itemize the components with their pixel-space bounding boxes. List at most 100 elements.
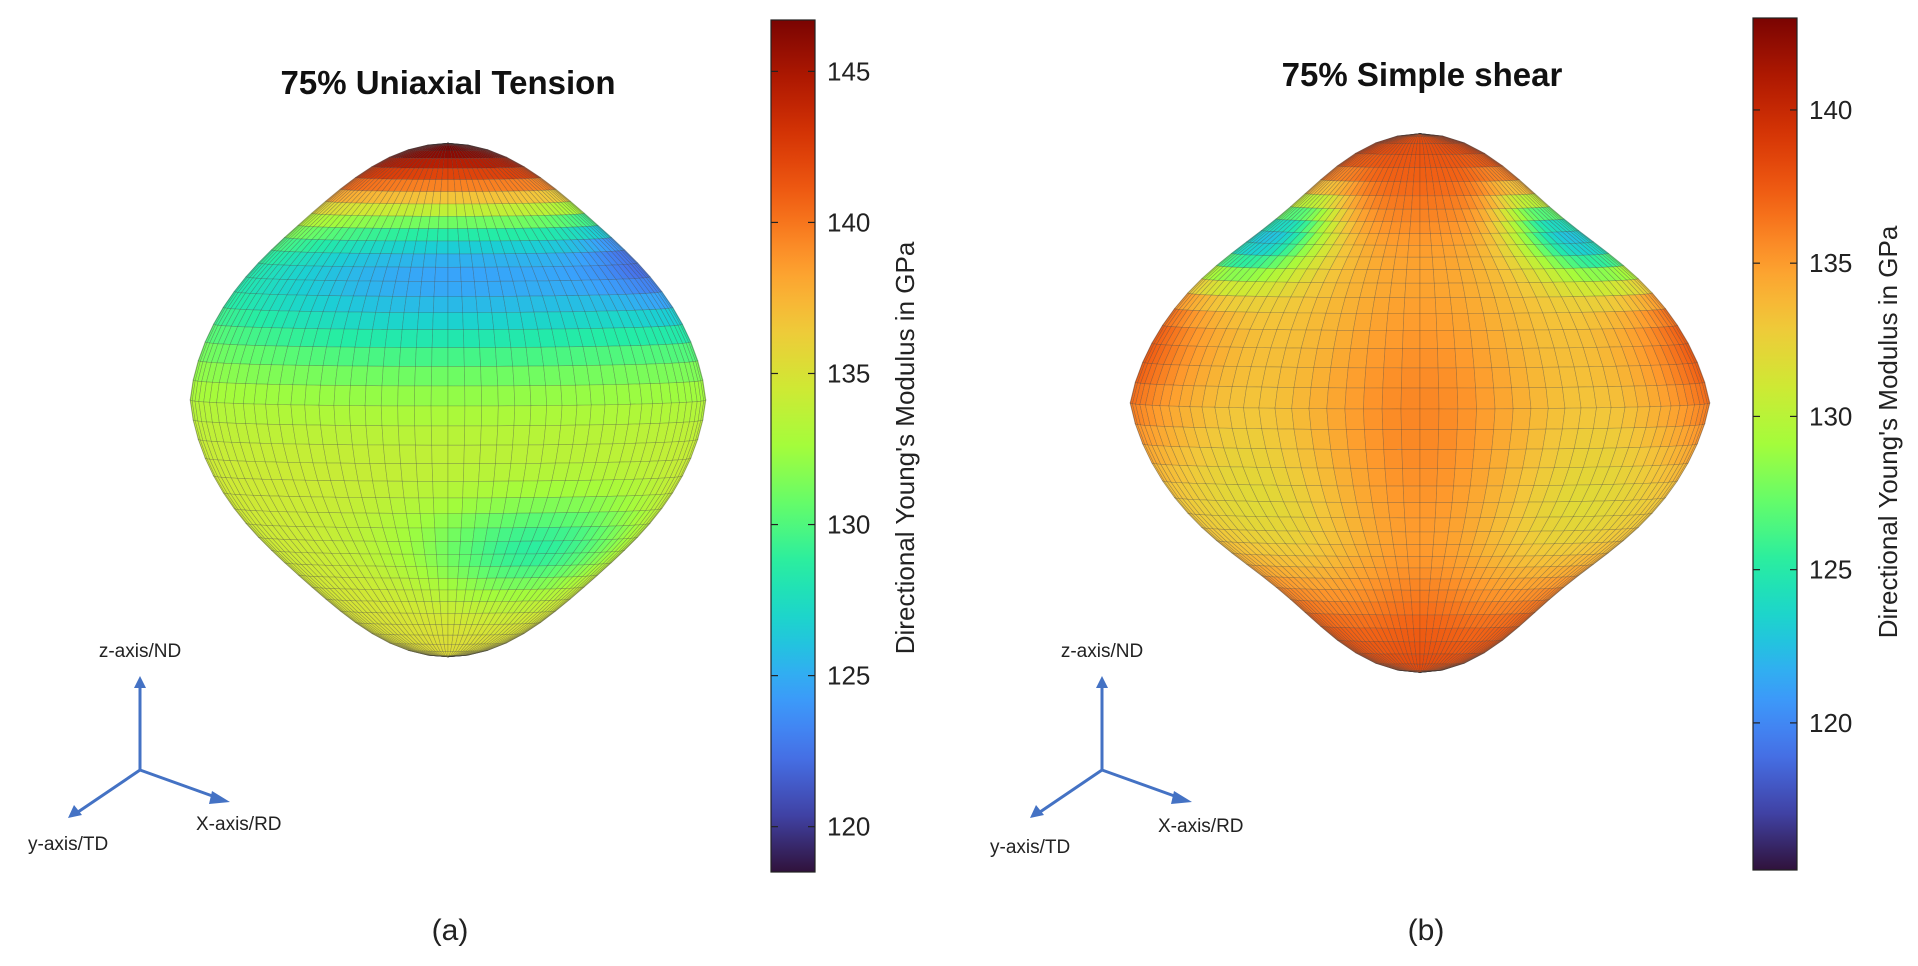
surface-cell bbox=[1383, 449, 1403, 469]
surface-cell bbox=[1454, 449, 1475, 469]
surface-cell bbox=[431, 463, 449, 482]
surface-cell bbox=[1432, 269, 1449, 284]
surface-cell bbox=[408, 266, 424, 282]
surface-cell bbox=[437, 216, 449, 230]
surface-cell bbox=[497, 385, 516, 407]
surface-cell bbox=[381, 365, 400, 387]
surface-cell bbox=[447, 655, 451, 658]
surface-cell bbox=[615, 383, 631, 405]
surface-cell bbox=[428, 577, 440, 591]
colorbar-tick-label: 140 bbox=[1809, 95, 1852, 125]
surface-cell bbox=[1384, 330, 1404, 350]
surface-cell bbox=[398, 444, 417, 465]
surface-cell bbox=[435, 253, 449, 268]
surface-cell bbox=[364, 405, 383, 427]
surface-cell bbox=[1493, 408, 1514, 430]
surface-cell bbox=[560, 384, 578, 406]
surface-cell bbox=[447, 589, 458, 603]
surface-cell bbox=[392, 512, 409, 529]
surface-cell bbox=[333, 405, 351, 426]
surface-cell bbox=[1419, 367, 1439, 389]
surface-cell bbox=[438, 589, 449, 603]
surface-cell bbox=[405, 280, 422, 297]
surface-cell bbox=[447, 566, 460, 579]
surface-cell bbox=[447, 266, 462, 282]
surface-cell bbox=[1408, 233, 1421, 246]
surface-cell bbox=[602, 384, 619, 406]
surface-cell bbox=[1386, 485, 1405, 503]
surface-cell bbox=[1387, 502, 1406, 519]
surface-cell bbox=[525, 444, 544, 464]
surface-cell bbox=[497, 405, 516, 427]
surface-cell bbox=[1365, 348, 1386, 369]
surface-cell bbox=[440, 179, 449, 192]
surface-cell bbox=[348, 405, 367, 426]
surface-cell bbox=[408, 527, 424, 542]
surface-cell bbox=[1419, 449, 1439, 469]
surface-cell bbox=[419, 513, 436, 529]
surface-cell bbox=[1330, 348, 1351, 369]
surface-cell bbox=[1419, 502, 1437, 519]
surface-cell bbox=[1377, 269, 1394, 284]
surface-cell bbox=[1434, 297, 1453, 314]
surface-cell bbox=[459, 253, 474, 268]
surface-cell bbox=[1344, 387, 1365, 410]
surface-cell bbox=[1419, 233, 1432, 246]
surface-cell bbox=[558, 424, 576, 445]
surface-cell bbox=[432, 312, 449, 330]
surface-cell bbox=[1455, 429, 1476, 450]
surface-cell bbox=[386, 480, 405, 499]
surface-cell bbox=[277, 404, 294, 426]
surface-cell bbox=[435, 541, 449, 555]
surface-cell bbox=[1419, 208, 1430, 223]
surface-cell bbox=[1435, 485, 1454, 503]
panel-b: 75% Simple shear 120 125 130 135 140 Directi… bbox=[990, 17, 1903, 947]
surface-cell bbox=[348, 385, 367, 407]
surface-cell bbox=[1412, 181, 1421, 197]
surface-cell bbox=[447, 655, 451, 658]
surface-cell bbox=[1293, 366, 1315, 388]
x-axis-arrow-b bbox=[1101, 768, 1181, 800]
surface-cell bbox=[491, 312, 510, 330]
surface-cell bbox=[1389, 282, 1407, 299]
surface-cell bbox=[428, 216, 440, 229]
surface-cell bbox=[1400, 208, 1412, 223]
surface-cell bbox=[1352, 485, 1373, 503]
surface-cell bbox=[413, 405, 432, 427]
surface-cell bbox=[480, 425, 499, 446]
surface-cell bbox=[476, 480, 495, 499]
surface-cell bbox=[474, 280, 491, 297]
surface-cell bbox=[543, 365, 562, 386]
surface-cell bbox=[1451, 485, 1471, 503]
surface-cell bbox=[447, 654, 469, 658]
surface-cell bbox=[1471, 348, 1493, 369]
surface-cell bbox=[367, 444, 386, 464]
surface-cell bbox=[1310, 428, 1332, 450]
surface-cell bbox=[447, 405, 466, 427]
surface-cell bbox=[1371, 297, 1391, 314]
surface-cell bbox=[527, 365, 546, 386]
surface-cell bbox=[435, 655, 449, 658]
surface-cell bbox=[602, 404, 619, 426]
surface-cell bbox=[575, 404, 592, 426]
surface-cell bbox=[418, 497, 435, 514]
surface-cell bbox=[1382, 367, 1403, 389]
surface-cell bbox=[1414, 154, 1421, 169]
surface-cell bbox=[1326, 408, 1347, 430]
surface-cell bbox=[463, 366, 482, 387]
y-axis-arrow-b bbox=[1039, 768, 1103, 814]
surface-cell bbox=[1419, 468, 1438, 487]
surface-cell bbox=[372, 480, 391, 499]
surface-cell bbox=[1434, 502, 1453, 519]
surface-cell bbox=[1475, 387, 1496, 410]
surface-cell bbox=[447, 655, 465, 658]
surface-cell bbox=[1414, 641, 1421, 655]
surface-cell bbox=[545, 384, 563, 406]
surface-cell bbox=[367, 346, 386, 367]
surface-cell bbox=[426, 566, 439, 579]
surface-cell bbox=[476, 312, 495, 330]
surface-cell bbox=[1402, 313, 1421, 331]
surface-cell bbox=[1436, 330, 1456, 350]
surface-cell bbox=[1382, 429, 1403, 450]
surface-cell bbox=[431, 601, 442, 614]
